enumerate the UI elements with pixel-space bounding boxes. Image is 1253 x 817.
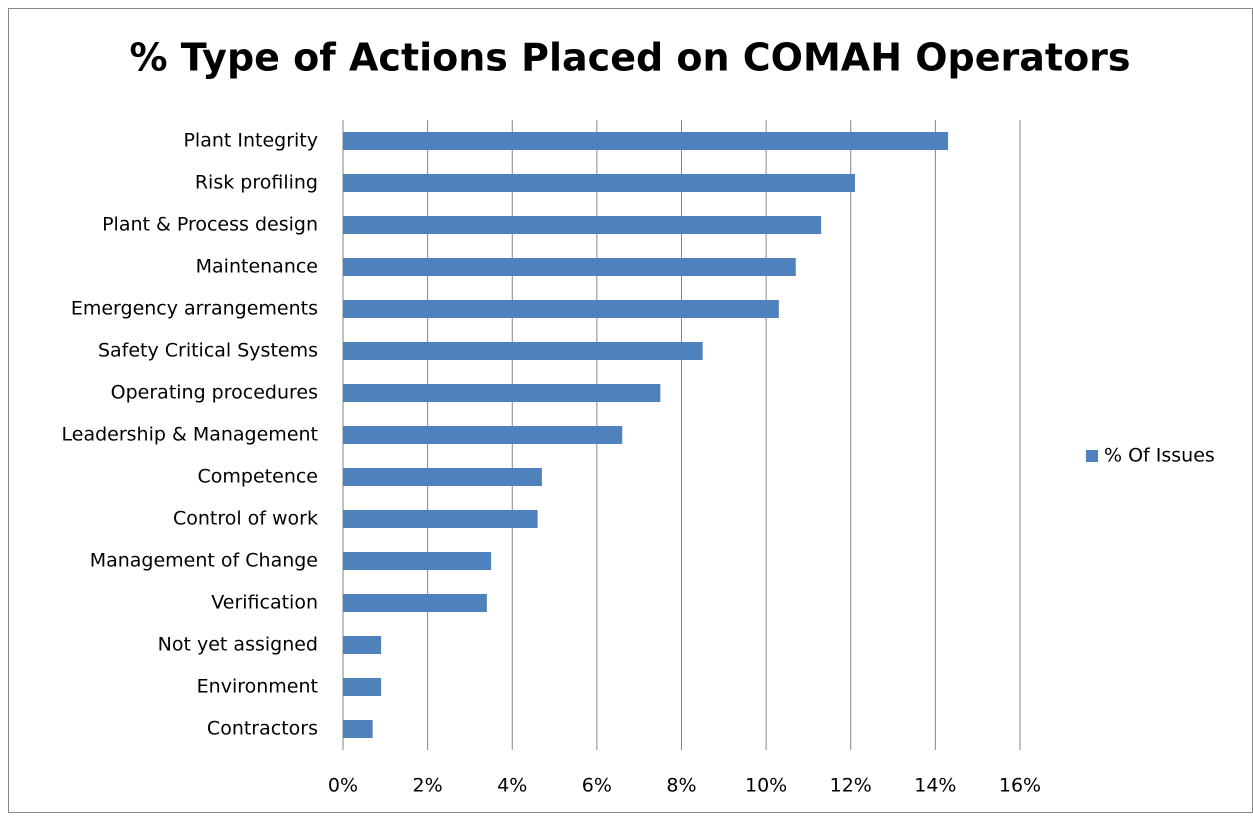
x-tick-label: 12% (830, 775, 872, 797)
y-tick-label: Plant & Process design (102, 214, 318, 236)
x-tick-label: 6% (582, 775, 612, 797)
x-tick-label: 2% (413, 775, 443, 797)
legend-swatch (1086, 450, 1098, 462)
x-tick-label: 4% (497, 775, 527, 797)
y-tick-label: Maintenance (196, 256, 318, 278)
y-tick-label: Control of work (173, 508, 318, 530)
y-tick-label: Competence (198, 466, 318, 488)
legend-label: % Of Issues (1104, 445, 1215, 467)
x-tick-label: 14% (914, 775, 956, 797)
chart-title: % Type of Actions Placed on COMAH Operat… (129, 36, 1130, 80)
bar (343, 216, 822, 234)
y-tick-label: Operating procedures (111, 382, 318, 404)
x-tick-label: 0% (328, 775, 358, 797)
x-tick-label: 16% (999, 775, 1041, 797)
bar (343, 720, 373, 738)
bar (343, 132, 949, 150)
bar (343, 510, 538, 528)
x-tick-label: 8% (666, 775, 696, 797)
bar (343, 342, 703, 360)
y-tick-label: Safety Critical Systems (98, 340, 318, 362)
bar (343, 678, 382, 696)
y-tick-label: Environment (197, 676, 318, 698)
y-tick-label: Contractors (207, 718, 318, 740)
y-tick-label: Risk profiling (195, 172, 318, 194)
bar (343, 174, 855, 192)
y-tick-label: Plant Integrity (183, 130, 318, 152)
bar (343, 636, 382, 654)
bar (343, 258, 796, 276)
x-tick-label: 10% (745, 775, 787, 797)
bar (343, 552, 492, 570)
y-tick-label: Not yet assigned (158, 634, 318, 656)
y-tick-label: Leadership & Management (62, 424, 318, 446)
bar (343, 594, 487, 612)
y-tick-label: Emergency arrangements (71, 298, 318, 320)
y-tick-label: Management of Change (90, 550, 318, 572)
bar (343, 384, 661, 402)
bar (343, 300, 779, 318)
y-tick-label: Verification (211, 592, 318, 614)
bar (343, 426, 623, 444)
bar (343, 468, 542, 486)
